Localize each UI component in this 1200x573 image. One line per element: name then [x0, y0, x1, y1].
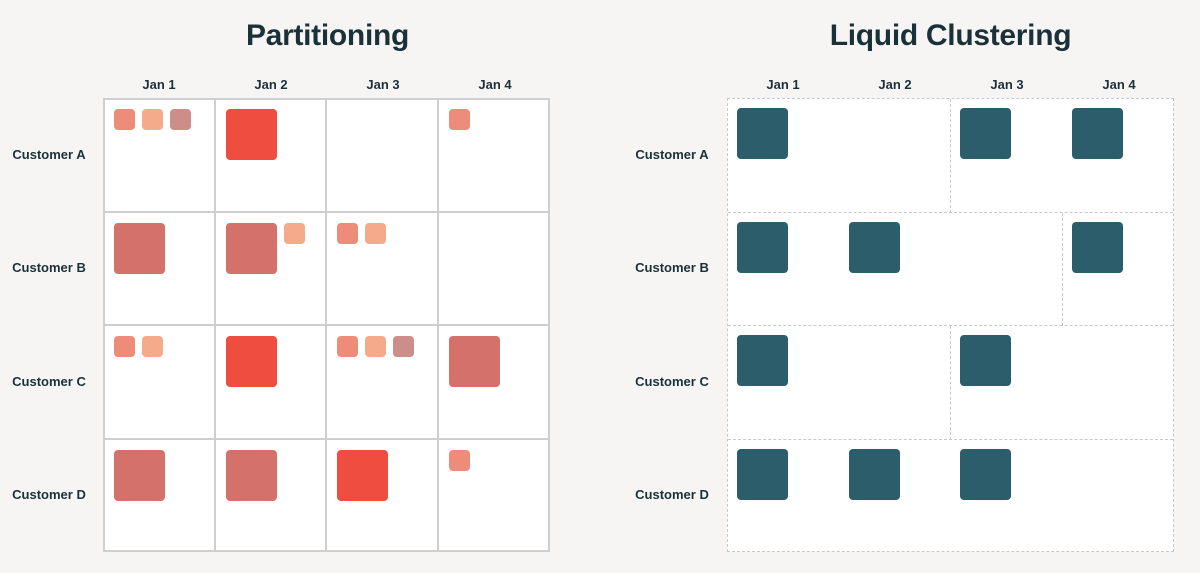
partition-file	[283, 222, 305, 244]
partition-file	[448, 336, 500, 387]
liquid-clustering-grid	[727, 98, 1174, 552]
clustered-file	[960, 448, 1011, 500]
partitioning-column-header: Jan 4	[478, 77, 512, 92]
clustered-file	[848, 221, 900, 273]
partition-file	[114, 222, 165, 274]
partitioning-row-header: Customer A	[12, 146, 86, 162]
partition-file	[393, 336, 414, 357]
partition-file	[365, 222, 386, 244]
partition-file	[170, 109, 191, 130]
clustering-row-header: Customer C	[635, 373, 709, 389]
clustering-column-header: Jan 4	[1102, 77, 1136, 92]
clustered-file	[960, 108, 1011, 159]
partition-file	[225, 449, 277, 501]
partition-file	[225, 109, 277, 160]
cluster-divider	[950, 99, 951, 213]
partition-divider	[105, 437, 548, 440]
partition-file	[114, 109, 135, 130]
partition-file	[114, 449, 165, 501]
partitioning-column-header: Jan 2	[254, 77, 288, 92]
partitioning-column-header: Jan 3	[366, 77, 400, 92]
partition-file	[337, 449, 388, 501]
cluster-divider	[1061, 212, 1063, 326]
cluster-divider	[728, 325, 1173, 326]
clustered-file	[737, 335, 788, 386]
partitioning-row-header: Customer B	[12, 260, 86, 276]
partition-divider	[105, 324, 548, 326]
clustering-row-header: Customer B	[635, 260, 709, 276]
clustering-column-header: Jan 1	[766, 77, 800, 92]
clustering-row-header: Customer A	[635, 146, 709, 162]
partitioning-row-header: Customer C	[12, 373, 86, 389]
partition-file	[448, 449, 470, 471]
partition-file	[225, 222, 277, 274]
cluster-divider	[728, 438, 1173, 440]
clustered-file	[737, 221, 788, 273]
clustered-file	[848, 448, 900, 500]
partition-divider	[436, 100, 439, 550]
partition-file	[142, 109, 163, 130]
clustered-file	[737, 448, 788, 500]
cluster-divider	[950, 326, 951, 440]
partitioning-grid	[103, 98, 550, 552]
liquid-clustering-title: Liquid Clustering	[829, 19, 1072, 52]
partition-file	[448, 109, 470, 130]
clustering-column-header: Jan 3	[990, 77, 1024, 92]
partition-file	[114, 336, 135, 357]
clustering-row-header: Customer D	[635, 487, 709, 503]
partition-file	[225, 336, 277, 387]
partition-file	[337, 336, 358, 357]
partition-file	[337, 222, 358, 244]
partition-file	[365, 336, 386, 357]
clustered-file	[737, 108, 788, 159]
partition-file	[142, 336, 163, 357]
clustered-file	[1071, 221, 1123, 273]
partitioning-column-header: Jan 1	[142, 77, 176, 92]
partitioning-title: Partitioning	[245, 19, 410, 52]
clustered-file	[960, 335, 1011, 386]
clustering-column-header: Jan 2	[878, 77, 912, 92]
partitioning-row-header: Customer D	[12, 487, 86, 503]
clustered-file	[1071, 108, 1123, 159]
cluster-divider	[728, 211, 1173, 213]
